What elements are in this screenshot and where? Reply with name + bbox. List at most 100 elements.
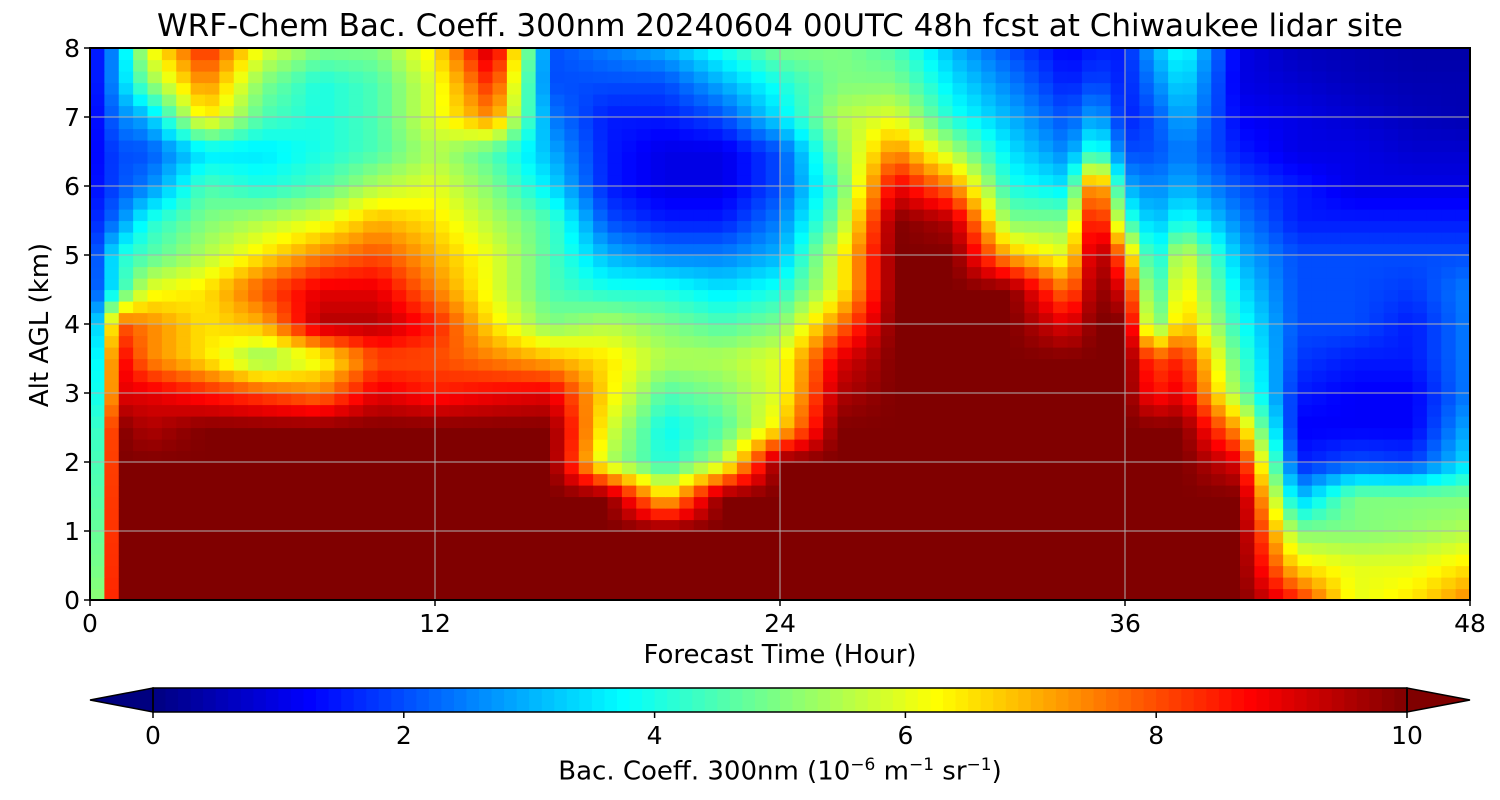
heatmap-cell <box>866 71 882 84</box>
heatmap-cell <box>133 278 149 291</box>
heatmap-cell <box>521 59 537 72</box>
heatmap-cell <box>1412 94 1428 107</box>
heatmap-cell <box>1283 347 1299 360</box>
heatmap-cell <box>765 197 781 210</box>
heatmap-cell <box>866 174 882 187</box>
heatmap-cell <box>1398 542 1414 555</box>
heatmap-cell <box>1110 186 1126 199</box>
heatmap-cell <box>837 266 853 279</box>
heatmap-cell <box>564 71 580 84</box>
heatmap-cell <box>406 335 422 348</box>
heatmap-cell <box>621 117 637 130</box>
heatmap-cell <box>1426 554 1442 567</box>
heatmap-cell <box>866 508 882 521</box>
heatmap-cell <box>320 232 335 245</box>
heatmap-cell <box>535 439 551 452</box>
heatmap-cell <box>205 542 220 555</box>
heatmap-cell <box>90 416 105 429</box>
heatmap-cell <box>1398 462 1414 475</box>
heatmap-cell <box>823 496 839 509</box>
heatmap-cell <box>866 542 882 555</box>
heatmap-cell <box>808 508 824 521</box>
heatmap-cell <box>765 48 781 61</box>
heatmap-cell <box>708 220 724 233</box>
heatmap-cell <box>636 151 652 164</box>
heatmap-cell <box>1297 347 1313 360</box>
heatmap-cell <box>377 117 393 130</box>
heatmap-cell <box>1038 358 1054 371</box>
heatmap-cell <box>492 347 508 360</box>
heatmap-cell <box>1153 450 1169 463</box>
heatmap-cell <box>320 82 335 95</box>
heatmap-cell <box>679 82 695 95</box>
heatmap-cell <box>1426 439 1442 452</box>
heatmap-cell <box>1110 312 1126 325</box>
heatmap-cell <box>133 301 149 314</box>
heatmap-cell <box>1268 186 1284 199</box>
heatmap-cell <box>938 439 954 452</box>
heatmap-cell <box>1383 554 1399 567</box>
heatmap-cell <box>377 508 393 521</box>
heatmap-cell <box>147 59 163 72</box>
heatmap-cell <box>1455 266 1471 279</box>
heatmap-cell <box>1398 404 1414 417</box>
heatmap-cell <box>578 508 594 521</box>
heatmap-cell <box>248 232 264 245</box>
heatmap-cell <box>492 508 508 521</box>
heatmap-cell <box>320 312 335 325</box>
heatmap-cell <box>276 312 292 325</box>
heatmap-cell <box>377 473 393 486</box>
heatmap-cell <box>391 266 407 279</box>
heatmap-cell <box>248 128 264 141</box>
colorbar-segment <box>504 688 518 712</box>
heatmap-cell <box>363 301 379 314</box>
heatmap-cell <box>463 358 479 371</box>
heatmap-cell <box>1110 105 1126 118</box>
heatmap-cell <box>636 266 652 279</box>
heatmap-cell <box>1010 48 1025 61</box>
heatmap-cell <box>104 117 120 130</box>
heatmap-cell <box>1426 496 1442 509</box>
heatmap-cell <box>219 542 235 555</box>
heatmap-cell <box>722 140 738 153</box>
heatmap-cell <box>650 404 666 417</box>
heatmap-cell <box>938 347 954 360</box>
heatmap-cell <box>147 588 163 601</box>
heatmap-cell <box>1196 462 1212 475</box>
heatmap-cell <box>1139 105 1155 118</box>
heatmap-cell <box>837 243 853 256</box>
heatmap-cell <box>607 588 623 601</box>
colorbar-segment <box>717 688 731 712</box>
colorbar-segment <box>1030 688 1044 712</box>
heatmap-cell <box>1010 197 1025 210</box>
heatmap-cell <box>449 542 465 555</box>
heatmap-cell <box>1398 255 1414 268</box>
heatmap-cell <box>895 105 910 118</box>
heatmap-cell <box>1225 554 1241 567</box>
heatmap-cell <box>1096 519 1112 532</box>
heatmap-cell <box>147 381 163 394</box>
heatmap-cell <box>1182 128 1198 141</box>
heatmap-cell <box>1225 393 1241 406</box>
heatmap-cell <box>1297 542 1313 555</box>
heatmap-cell <box>981 220 997 233</box>
heatmap-cell <box>291 128 307 141</box>
heatmap-cell <box>679 450 695 463</box>
heatmap-cell <box>492 82 508 95</box>
heatmap-cell <box>492 232 508 245</box>
heatmap-cell <box>808 301 824 314</box>
heatmap-cell <box>1441 255 1457 268</box>
heatmap-cell <box>1398 312 1414 325</box>
heatmap-cell <box>708 588 724 601</box>
heatmap-cell <box>348 48 364 61</box>
heatmap-cell <box>1096 105 1112 118</box>
heatmap-cell <box>880 577 896 590</box>
heatmap-cell <box>1326 358 1342 371</box>
heatmap-cell <box>708 117 724 130</box>
heatmap-cell <box>1153 427 1169 440</box>
heatmap-cell <box>233 220 249 233</box>
heatmap-cell <box>205 358 220 371</box>
heatmap-cell <box>1024 278 1040 291</box>
heatmap-cell <box>1153 186 1169 199</box>
heatmap-cell <box>1067 174 1083 187</box>
